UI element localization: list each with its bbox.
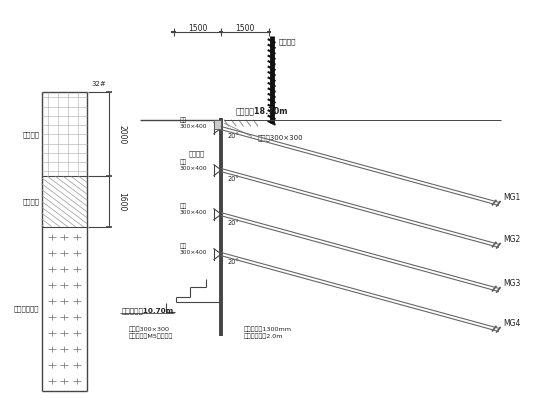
Text: 拉梁
300×400: 拉梁 300×400 bbox=[180, 160, 207, 171]
Text: 鬢管桦间距1300mm
入基底不小于2.0m: 鬢管桦间距1300mm 入基底不小于2.0m bbox=[244, 327, 292, 339]
Text: 平均标高18.70m: 平均标高18.70m bbox=[235, 107, 288, 116]
Text: 素填土一: 素填土一 bbox=[22, 131, 39, 138]
Text: 2000: 2000 bbox=[118, 125, 127, 144]
Text: 拉梁
300×400: 拉梁 300×400 bbox=[180, 204, 207, 215]
Text: 32#: 32# bbox=[91, 81, 106, 87]
Text: 粉质帺土: 粉质帺土 bbox=[22, 198, 39, 205]
Text: 20°: 20° bbox=[228, 176, 240, 181]
Text: 基坑底标高10.70m: 基坑底标高10.70m bbox=[122, 307, 174, 314]
Text: MG3: MG3 bbox=[503, 278, 520, 288]
Text: 坡间面层: 坡间面层 bbox=[188, 150, 204, 157]
Text: 1500: 1500 bbox=[188, 24, 207, 34]
Text: 排水沟300×300
机械开挤，M5沙浆抑面: 排水沟300×300 机械开挤，M5沙浆抑面 bbox=[129, 327, 173, 339]
Text: 1600: 1600 bbox=[118, 192, 127, 211]
Text: MG4: MG4 bbox=[503, 318, 520, 328]
Text: 1500: 1500 bbox=[235, 24, 255, 34]
Text: 20°: 20° bbox=[228, 260, 240, 265]
Text: 20°: 20° bbox=[228, 220, 240, 226]
Text: MG1: MG1 bbox=[503, 192, 520, 202]
Text: 冠梁
300×400: 冠梁 300×400 bbox=[180, 118, 207, 129]
Text: 20°: 20° bbox=[228, 134, 240, 139]
Text: 坡顶护栏: 坡顶护栏 bbox=[278, 39, 296, 45]
Text: 强风化花岗屹: 强风化花岗屹 bbox=[13, 305, 39, 312]
Bar bbox=[214, 120, 221, 129]
Text: 拉梁
300×400: 拉梁 300×400 bbox=[180, 244, 207, 255]
Text: 汇水沟300×300: 汇水沟300×300 bbox=[258, 134, 303, 141]
Text: MG2: MG2 bbox=[503, 234, 520, 244]
